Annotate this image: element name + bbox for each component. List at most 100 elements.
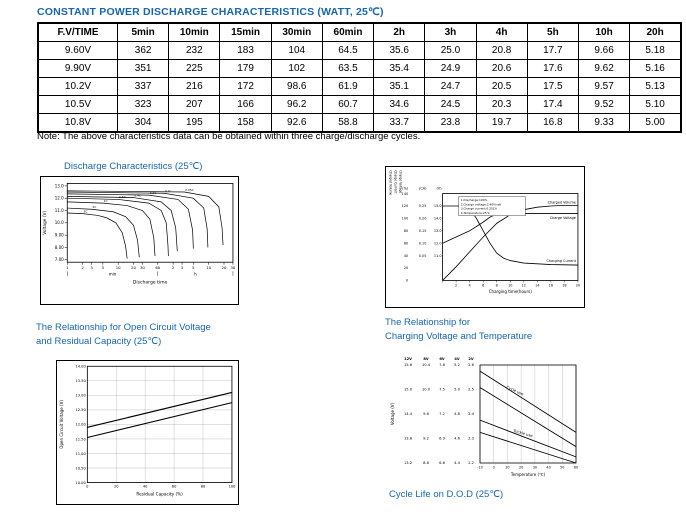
voltage-tick: 14.0 [434, 217, 442, 221]
y-axis-label: Voltage (V) [42, 211, 48, 235]
table-cell: 337 [116, 77, 170, 96]
table-cell: 9.90V [37, 59, 118, 78]
series-label: 0.05C [185, 188, 194, 192]
x-tick-label: 12 [522, 284, 526, 288]
table-cell: 16.8 [526, 113, 579, 133]
table-cell: 104 [270, 41, 323, 60]
table-cell: 35.1 [373, 77, 426, 96]
table-cell: 5.00 [629, 113, 682, 133]
x-tick-label: 80 [201, 485, 206, 489]
y-tick-label: 10.00 [75, 481, 86, 485]
x-axis-label: Temperature (℃) [510, 472, 546, 477]
series-0.4C [67, 195, 178, 252]
current-tick: 0.25 [419, 204, 427, 208]
series-0.1C [67, 191, 209, 248]
x-tick-label: 10 [508, 284, 512, 288]
series-0.2C [67, 193, 194, 249]
table-cell: 10.8V [37, 113, 118, 133]
charging-chart-svg: Charged Volume Charge Current Charge Volta… [389, 170, 581, 294]
voltage-tick: 12.0 [434, 241, 442, 245]
scale-value: 2.6 [468, 363, 474, 367]
y-tick-label: 9.00 [55, 233, 64, 238]
scale-value: 13.8 [404, 437, 413, 441]
x-tick-label: 5 [192, 265, 195, 270]
series-label: 3C [83, 209, 87, 213]
column-header: F.V/TIME [37, 22, 118, 42]
curve-label: Charging Current [547, 259, 577, 263]
column-header: 15min [219, 22, 272, 42]
current-tick: 0.10 [419, 241, 427, 245]
column-header: 30min [270, 22, 323, 42]
volume-tick: 120 [402, 204, 409, 208]
column-header: 10min [168, 22, 221, 42]
band-lower [479, 431, 577, 464]
band-line-upper [87, 391, 233, 428]
ocv-chart-svg: 14.00 13.50 13.00 12.50 12.00 11.50 11.00 10.50… [59, 365, 236, 497]
scale-value: 13.2 [404, 461, 412, 465]
table-cell: 9.57 [577, 77, 631, 96]
band-label: Trickle use [512, 428, 534, 438]
band-upper [479, 419, 577, 458]
voltage-tick: 15.0 [434, 204, 442, 208]
scale-value: 4.8 [454, 412, 460, 416]
temp-chart-svg: 12V 8V 6V 4V 2V 15.6 10.4 7.8 5.2 2.6 15.0 10.0 7.5 5… [390, 357, 578, 477]
table-cell: 9.52 [577, 95, 631, 114]
table-cell: 35.4 [373, 59, 426, 78]
band-upper [479, 370, 577, 433]
axis-unit: (CA) [419, 187, 427, 191]
table-header-row: F.V/TIME 5min 10min 15min 30min 60min 2h 3h 4h 5h… [37, 22, 682, 42]
ocv-chart-title: The Relationship for Open Circuit Voltag… [36, 321, 211, 350]
x-tick-label: 40 [143, 485, 148, 489]
axis-name-vertical: Charge Voltage [399, 170, 403, 193]
table-cell: 34.6 [373, 95, 426, 114]
x-tick-label: 60 [155, 265, 160, 270]
volume-tick: 100 [402, 217, 409, 221]
column-header: 4h [475, 22, 528, 42]
charging-characteristics-chart: Charged Volume Charge Current Charge Volta… [385, 166, 585, 308]
band-line-lower [87, 402, 233, 439]
table-cell: 195 [168, 113, 221, 133]
current-tick: 0.20 [419, 217, 427, 221]
scale-header: 12V [404, 357, 412, 361]
table-cell: 323 [116, 95, 170, 114]
scale-value: 8.8 [423, 461, 429, 465]
table-cell: 19.7 [475, 113, 528, 133]
table-cell: 5.16 [629, 59, 682, 78]
x-axis-label: Discharge time [133, 279, 168, 285]
x-tick-label: 30 [140, 265, 145, 270]
column-header: 10h [577, 22, 631, 42]
table-cell: 207 [168, 95, 221, 114]
x-tick-label: 2 [81, 265, 84, 270]
scale-value: 5.2 [454, 363, 460, 367]
temp-chart-title-line1: The Relationship for [385, 317, 471, 328]
scale-value: 15.6 [404, 363, 413, 367]
table-cell: 17.7 [526, 41, 579, 60]
series-label: 0.4C [134, 193, 141, 197]
x-unit-min: min [109, 271, 117, 276]
table-row: 9.90V 351 225 179 102 63.5 35.4 24.9 20.6 17.6 9.6… [37, 59, 682, 78]
table-cell: 17.5 [526, 77, 579, 96]
scale-value: 7.5 [439, 388, 445, 392]
x-tick-label: 3 [90, 265, 93, 270]
discharge-chart-svg: 13.0 12.0 11.0 10.0 9.00 8.00 7.00 Voltage (V) 1… [42, 183, 236, 285]
table-note: Note: The above characteristics data can… [37, 131, 421, 142]
condition-line: 3.Charge current:0.25CA [461, 207, 497, 211]
temp-chart: 12V 8V 6V 4V 2V 15.6 10.4 7.8 5.2 2.6 15.0 10.0 7.5 5… [390, 351, 582, 478]
cycle-life-title: Cycle Life on D.O.D (25℃) [389, 489, 504, 500]
axis-name-vertical: Charge Current [394, 170, 398, 194]
x-tick-label: 100 [228, 485, 236, 489]
condition-line: 4.Temperature:25℃ [461, 211, 491, 215]
series-1C [67, 201, 156, 257]
scale-value: 5.0 [454, 388, 460, 392]
temp-chart-title-line2: Charging Voltage and Temperature [385, 331, 533, 343]
x-tick-label: -10 [477, 466, 483, 470]
scale-value: 10.0 [422, 388, 431, 392]
series-2C [67, 207, 140, 258]
table-cell: 17.6 [526, 59, 579, 78]
column-header: 60min [321, 22, 375, 42]
x-tick-label: 10 [116, 265, 121, 270]
table-cell: 166 [219, 95, 272, 114]
table-body: 9.60V 362 232 183 104 64.5 35.6 25.0 20.8 17.7 9.6… [37, 41, 682, 133]
table-cell: 24.5 [424, 95, 477, 114]
